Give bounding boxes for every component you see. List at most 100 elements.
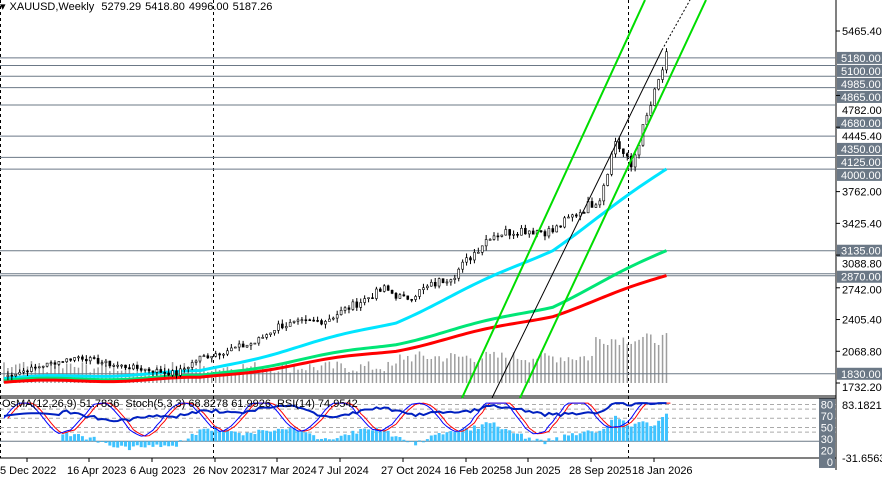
candle-body [426,285,429,289]
time-axis-label: 5 Dec 2022 [0,465,56,477]
candle-body [116,364,119,367]
candle-body [527,230,531,235]
candle-body [253,342,257,345]
candle-body [233,346,237,349]
sub-level-bg [819,409,835,422]
candle-body [104,360,108,364]
candle-body [151,370,155,373]
candle-body [665,51,668,71]
level-label: 5100.00 [841,66,881,78]
candle-body [226,350,229,355]
level-label-bg [837,168,882,181]
candle-body [120,364,123,367]
candle-body [183,368,186,370]
level-label: 3135.00 [841,246,881,258]
candle-body [230,347,233,352]
candle-body [85,358,88,362]
candle-body [512,233,515,236]
time-axis-label: 7 Jul 2024 [318,465,369,477]
candle-body [328,318,331,322]
candle-body [375,288,378,299]
sub-level-bg [819,398,835,411]
candle-body [6,374,10,377]
candle-body [324,321,327,325]
candle-body [418,289,421,297]
level-label-bg [837,244,882,257]
price-axis-label: 5465.40 [842,26,882,38]
level-label: 4680.00 [841,118,881,130]
candle-body [335,314,339,319]
level-label-bg [837,270,882,283]
price-axis-label: 3425.40 [842,218,882,230]
candle-body [343,307,347,311]
candle-body [618,141,621,150]
sub-level-label: 50 [821,422,833,434]
candle-body [575,214,578,217]
candle-body [132,364,135,370]
candle-body [606,174,609,186]
candle-body [218,353,221,356]
candle-body [351,301,355,310]
time-axis-label: 17 Mar 2024 [255,465,317,477]
sub-level-bg [819,432,835,445]
price-axis-label: 3088.80 [842,259,882,271]
candle-body [57,361,61,365]
candle-body [14,373,18,377]
low-value: 4996.00 [188,1,229,13]
level-label-bg [837,116,882,129]
level-label: 4350.00 [841,144,881,156]
candle-body [53,362,57,365]
open-value: 5279.29 [101,1,142,13]
stoch-main-line [3,402,667,437]
candle-body [449,279,453,283]
candle-body [371,297,374,299]
candle-body [414,296,417,300]
candle-body [520,227,523,236]
candle-body [339,309,343,315]
level-label: 4985.00 [841,79,881,91]
candle-body [281,323,284,329]
candle-body [143,368,147,371]
candle-body [567,216,570,219]
candle-body [88,357,92,362]
candle-body [135,364,139,369]
candle-body [245,344,249,348]
time-axis-label: 28 Sep 2025 [569,465,631,477]
close-value: 5187.26 [232,1,273,13]
sub-level-bg [819,444,835,457]
level-label: 4000.00 [841,170,881,182]
candle-body [222,353,225,356]
candle-body [300,319,304,322]
candle-body [563,217,566,228]
candle-body [194,360,198,363]
time-axis-label: 8 Jun 2025 [506,465,560,477]
candle-body [155,369,159,373]
candle-body [77,356,80,359]
candle-body [81,356,84,360]
candle-body [241,343,245,348]
candle-body [492,235,496,240]
candle-body [559,225,562,228]
candle-body [461,261,464,270]
candle-body [422,287,425,290]
sub-level-label: 0 [827,457,833,469]
candle-body [633,154,637,168]
time-axis-label: 16 Apr 2023 [67,465,126,477]
sub-axis-bottom: -31.6563 [842,453,882,465]
candle-body [167,372,170,376]
candle-body [590,201,594,208]
level-label: 4865.00 [841,92,881,104]
candle-body [284,326,288,329]
candle-body [273,330,276,334]
rsi-label: RSI(14) 74.9542 [276,398,358,410]
channel-upper-line [461,0,646,399]
price-axis-label: 3762.00 [842,187,882,199]
candle-body [296,319,300,322]
dropdown-arrow-icon[interactable]: ▾ [0,1,6,13]
candle-body [49,362,53,365]
candle-body [453,277,457,280]
candle-body [657,79,660,90]
time-axis-label: 26 Nov 2023 [193,465,255,477]
